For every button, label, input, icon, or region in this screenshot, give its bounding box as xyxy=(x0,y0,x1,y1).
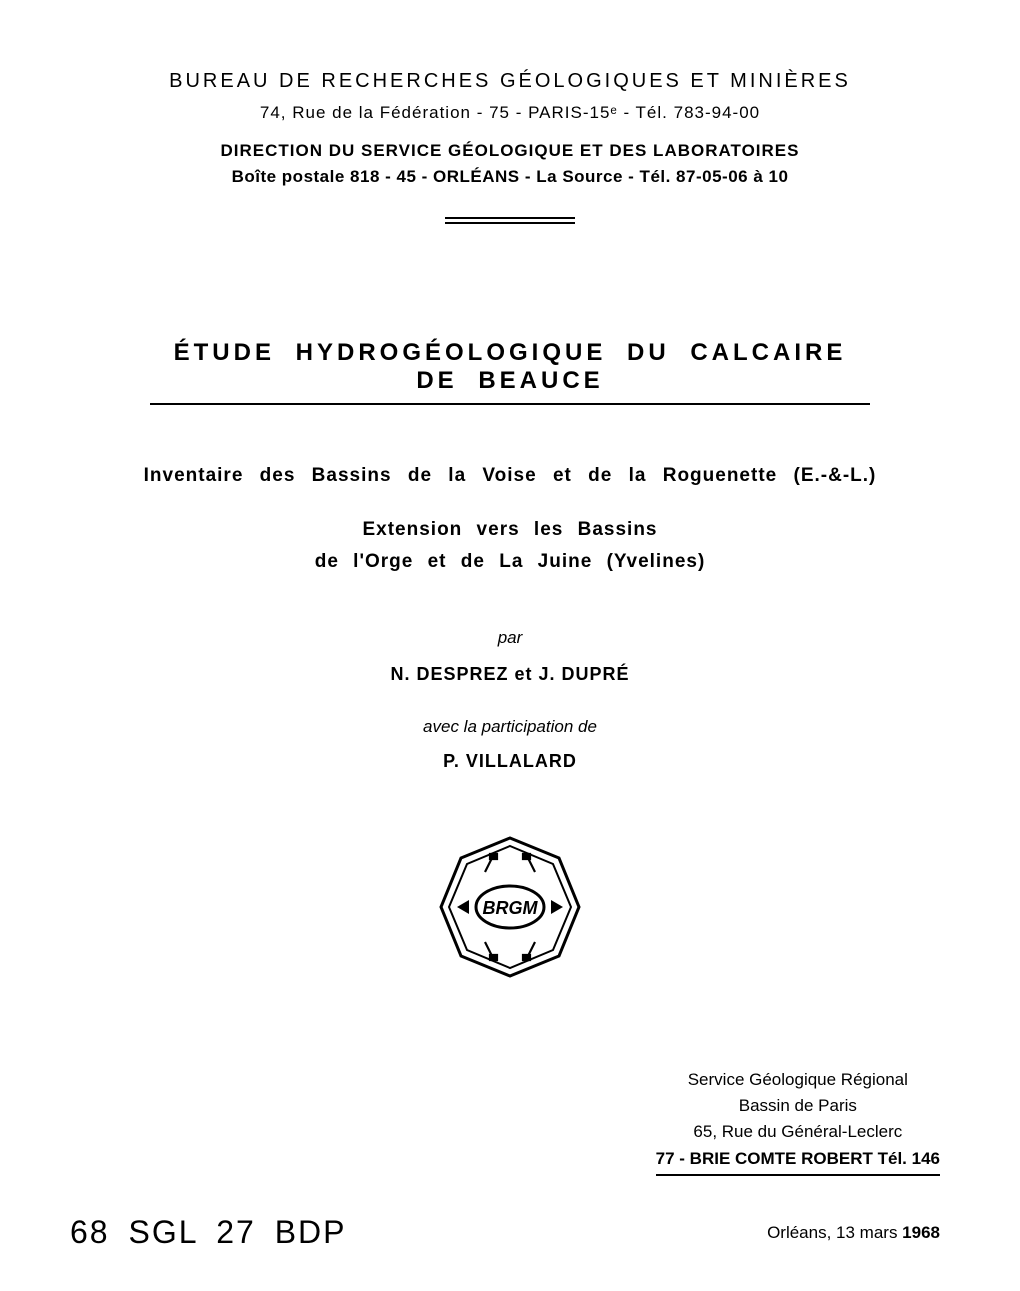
footer-city-tel: 77 - BRIE COMTE ROBERT Tél. 146 xyxy=(656,1146,940,1176)
document-page: BUREAU DE RECHERCHES GÉOLOGIQUES ET MINI… xyxy=(0,0,1020,1291)
logo-text: BRGM xyxy=(483,898,539,918)
date-line: Orléans, 13 mars 1968 xyxy=(767,1223,940,1243)
double-rule-divider xyxy=(445,217,575,224)
date-year: 1968 xyxy=(902,1223,940,1242)
brgm-logo-icon: BRGM xyxy=(435,832,585,982)
subtitle-extension-2: de l'Orge et de La Juine (Yvelines) xyxy=(60,551,960,573)
contributor: P. VILLALARD xyxy=(60,751,960,772)
direction-line: DIRECTION DU SERVICE GÉOLOGIQUE ET DES L… xyxy=(60,141,960,161)
main-title: ÉTUDE HYDROGÉOLOGIQUE DU CALCAIRE DE BEA… xyxy=(150,339,870,403)
footer-address-block: Service Géologique Régional Bassin de Pa… xyxy=(656,1067,940,1176)
document-reference: 68 SGL 27 BDP xyxy=(70,1214,347,1251)
org-address: 74, Rue de la Fédération - 75 - PARIS-15… xyxy=(60,103,960,123)
authors: N. DESPREZ et J. DUPRÉ xyxy=(60,664,960,685)
footer-service: Service Géologique Régional xyxy=(656,1067,940,1093)
byline-par: par xyxy=(60,628,960,648)
footer-street: 65, Rue du Général-Leclerc xyxy=(656,1119,940,1145)
po-box-line: Boîte postale 818 - 45 - ORLÉANS - La So… xyxy=(60,167,960,187)
org-name: BUREAU DE RECHERCHES GÉOLOGIQUES ET MINI… xyxy=(60,70,960,93)
subtitle-inventory: Inventaire des Bassins de la Voise et de… xyxy=(60,465,960,487)
footer-basin: Bassin de Paris xyxy=(656,1093,940,1119)
participation-label: avec la participation de xyxy=(60,717,960,737)
logo-container: BRGM xyxy=(60,832,960,982)
main-title-block: ÉTUDE HYDROGÉOLOGIQUE DU CALCAIRE DE BEA… xyxy=(150,339,870,405)
subtitle-extension-1: Extension vers les Bassins xyxy=(60,519,960,541)
date-place: Orléans, 13 mars xyxy=(767,1223,902,1242)
